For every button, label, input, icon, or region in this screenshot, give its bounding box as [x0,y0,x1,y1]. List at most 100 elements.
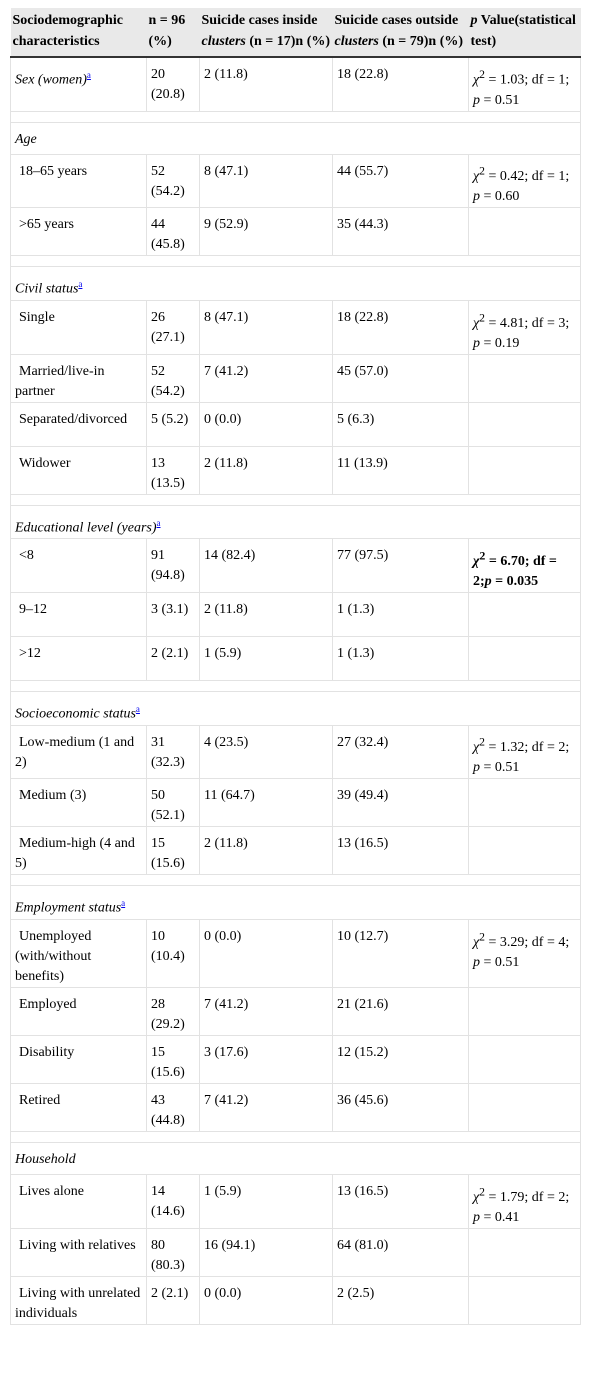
cell-n: 14 (14.6) [146,1174,200,1229]
spacer-cell [199,494,333,506]
cell-inside: 0 (0.0) [199,919,333,988]
cell-outside: 2 (2.5) [332,1276,469,1325]
cell-inside: 2 (11.8) [199,592,333,637]
cell-stat [468,1035,581,1084]
footnote-link[interactable]: a [121,898,126,909]
row-label-text: Living with relatives [19,1237,136,1253]
stat-part: = 3.29; df = 4; [485,934,570,950]
row-label: >65 years [10,207,147,257]
table-row: >65 years 44 (45.8) 9 (52.9) 35 (44.3) [10,207,581,257]
cell-outside: 1 (1.3) [332,636,469,681]
spacer-cell [332,1131,469,1143]
cell-stat [468,826,581,876]
row-label: Low-medium (1 and 2) [10,725,147,780]
row-label: Single [10,300,147,355]
header-outside-clusters: Suicide cases outside clusters (n = 79)n… [332,8,469,58]
spacer-cell [146,494,200,506]
table-row: Widower 13 (13.5) 2 (11.8) 11 (13.9) [10,446,581,495]
table-row: Low-medium (1 and 2) 31 (32.3) 4 (23.5) 27 … [10,725,581,780]
cell-n: 2 (2.1) [146,636,200,681]
cell-stat: χ2 = 1.79; df = 2; p = 0.41 [468,1174,581,1229]
table-row: <8 91 (94.8) 14 (82.4) 77 (97.5) χ2 = 6.70; … [10,538,581,593]
row-label-text: Lives alone [19,1183,84,1199]
row-label: Employed [10,987,147,1036]
category-row: Household [10,1142,581,1175]
stat-text: χ2 = 6.70; df = 2;p = 0.035 [473,549,557,589]
spacer-cell [199,1131,333,1143]
spacer-cell [199,111,333,123]
cell-outside: 1 (1.3) [332,592,469,637]
cell-n: 52 (54.2) [146,154,200,209]
sociodemographic-table: Sociodemographic characteristics n = 96 … [10,8,581,1325]
table-row: Sex (women)a 20 (20.8) 2 (11.8) 18 (22.8… [10,57,581,112]
cell-stat [468,1276,581,1325]
cell-outside: 64 (81.0) [332,1228,469,1277]
table-row: Unemployed (with/without benefits) 10 (10… [10,919,581,988]
cell-outside: 44 (55.7) [332,154,469,209]
category-row: Civil statusa [10,266,581,301]
cell-stat [468,354,581,403]
cell-n: 28 (29.2) [146,987,200,1036]
cell-outside: 18 (22.8) [332,300,469,355]
table-header: Sociodemographic characteristics n = 96 … [10,8,581,58]
spacer-row [10,874,581,887]
footnote-link[interactable]: a [156,517,161,528]
footnote-link[interactable]: a [135,703,140,714]
cell-outside: 13 (16.5) [332,826,469,876]
spacer-cell [146,111,200,123]
stat-part: = 4.81; df = 3; [485,315,570,331]
row-label-text: >12 [19,645,41,661]
chi-exponent: 2 [479,164,485,178]
table-row: Disability 15 (15.6) 3 (17.6) 12 (15.2) [10,1035,581,1084]
spacer-cell [332,874,469,887]
stat-part: = 0.60 [480,189,520,205]
row-label: Lives alone [10,1174,147,1229]
cell-outside: 11 (13.9) [332,446,469,495]
spacer-cell [332,680,469,692]
spacer-row [10,494,581,506]
table-row: 18–65 years 52 (54.2) 8 (47.1) 44 (55.7) χ2 … [10,154,581,209]
cell-inside: 1 (5.9) [199,1174,333,1229]
chi-symbol: χ [473,740,480,756]
spacer-cell [146,680,200,692]
cell-outside: 36 (45.6) [332,1083,469,1132]
cell-inside: 0 (0.0) [199,402,333,447]
cell-outside: 27 (32.4) [332,725,469,780]
stat-part: = 1.32; df = 2; [485,740,570,756]
cell-outside: 13 (16.5) [332,1174,469,1229]
category-title: Socioeconomic statusa [10,691,581,726]
cell-stat: χ2 = 1.32; df = 2; p = 0.51 [468,725,581,780]
cell-n: 91 (94.8) [146,538,200,593]
cell-inside: 9 (52.9) [199,207,333,257]
spacer-cell [10,1131,147,1143]
p-symbol: p [473,335,480,351]
header-characteristics: Sociodemographic characteristics [10,8,147,58]
stat-part: = 1.79; df = 2; [485,1189,570,1205]
footnote-link[interactable]: a [86,70,91,80]
row-label-text: >65 years [19,217,74,233]
cell-stat: χ2 = 3.29; df = 4; p = 0.51 [468,919,581,988]
chi-exponent: 2 [479,1184,485,1198]
spacer-cell [199,255,333,268]
table-row: 9–12 3 (3.1) 2 (11.8) 1 (1.3) [10,592,581,637]
row-label-text: Separated/divorced [19,411,128,427]
spacer-cell [332,111,469,123]
cell-stat: χ2 = 0.42; df = 1; p = 0.60 [468,154,581,209]
header-total-n: n = 96 (%) [146,8,200,58]
category-row: Educational level (years)a [10,505,581,540]
chi-symbol: χ [473,169,480,185]
spacer-cell [10,680,147,692]
spacer-cell [146,1131,200,1143]
footnote-link[interactable]: a [78,279,83,290]
row-label-text: Disability [19,1044,75,1060]
row-label: Sex (women)a [10,57,147,112]
table-row: Retired 43 (44.8) 7 (41.2) 36 (45.6) [10,1083,581,1132]
stat-text: χ2 = 0.42; df = 1; p = 0.60 [473,165,569,205]
row-label: Disability [10,1035,147,1084]
row-label-text: Medium (3) [19,788,87,804]
row-label: Retired [10,1083,147,1132]
cell-outside: 18 (22.8) [332,57,469,112]
row-label-text: Unemployed (with/without benefits) [15,928,92,984]
p-symbol: p [473,760,480,776]
category-title: Civil statusa [10,266,581,301]
